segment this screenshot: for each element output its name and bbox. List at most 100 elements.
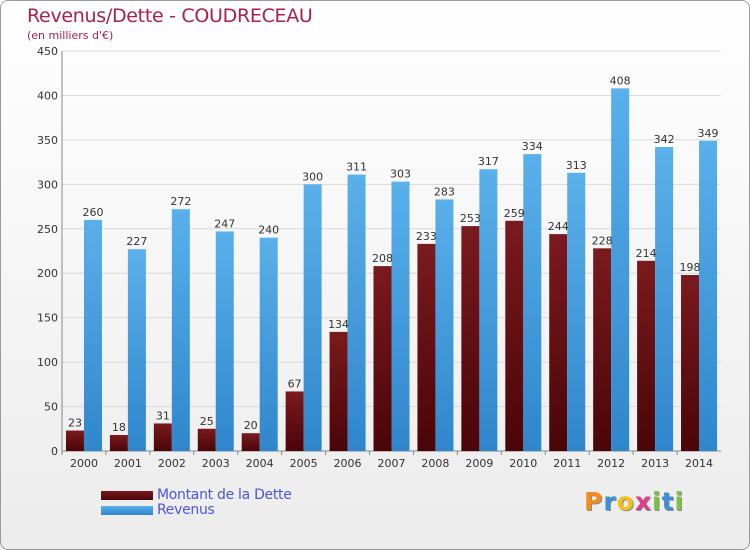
legend-item-dette: Montant de la Dette	[101, 487, 292, 503]
chart-subtitle: (en milliers d'€)	[27, 29, 114, 42]
data-label-dette: 214	[636, 247, 657, 260]
data-label-revenus: 342	[654, 133, 675, 146]
logo-letter: r	[603, 487, 617, 516]
x-tick-label: 2008	[421, 457, 449, 470]
legend-item-revenus: Revenus	[101, 502, 215, 518]
y-tick-label: 450	[37, 45, 58, 58]
data-label-dette: 228	[592, 234, 613, 247]
x-tick-label: 2007	[378, 457, 406, 470]
logo-letter: x	[634, 487, 652, 516]
data-label-dette: 244	[548, 220, 569, 233]
bar-revenus-2013	[655, 147, 674, 451]
legend-label-revenus: Revenus	[157, 502, 215, 518]
x-tick-label: 2011	[553, 457, 581, 470]
bar-dette-2012	[593, 248, 612, 451]
data-label-dette: 253	[460, 212, 481, 225]
chart-title: Revenus/Dette - COUDRECEAU	[27, 5, 313, 27]
bar-dette-2009	[461, 226, 480, 451]
y-tick-label: 0	[51, 445, 58, 458]
y-tick-label: 150	[37, 312, 58, 325]
data-label-revenus: 300	[302, 170, 323, 183]
bar-revenus-2007	[391, 181, 410, 451]
data-label-dette: 67	[288, 377, 302, 390]
bar-revenus-2003	[215, 231, 234, 451]
data-label-dette: 23	[68, 417, 82, 430]
x-tick-label: 2002	[158, 457, 186, 470]
bar-dette-2010	[505, 220, 524, 451]
bar-revenus-2008	[435, 199, 454, 451]
data-label-dette: 208	[372, 252, 393, 265]
bar-dette-2014	[681, 275, 700, 451]
bar-dette-2011	[549, 234, 568, 451]
logo-letter: o	[616, 487, 635, 516]
legend-swatch-revenus	[101, 505, 153, 515]
bar-dette-2003	[197, 428, 216, 451]
x-tick-label: 2012	[597, 457, 625, 470]
bar-revenus-2012	[611, 88, 630, 451]
y-tick-label: 50	[44, 401, 58, 414]
data-label-revenus: 311	[346, 161, 367, 174]
y-tick-label: 350	[37, 134, 58, 147]
data-label-dette: 20	[244, 419, 258, 432]
bar-dette-2007	[373, 266, 392, 451]
proxiti-logo: Proxiti	[584, 487, 684, 516]
data-label-revenus: 247	[214, 217, 235, 230]
data-label-revenus: 260	[82, 206, 103, 219]
y-tick-label: 250	[37, 223, 58, 236]
x-tick-label: 2009	[465, 457, 493, 470]
bar-dette-2005	[285, 391, 304, 451]
data-label-revenus: 227	[126, 235, 147, 248]
bar-revenus-2004	[259, 237, 278, 451]
bar-dette-2002	[153, 423, 172, 451]
bar-dette-2008	[417, 243, 436, 451]
logo-letter: i	[652, 487, 662, 516]
bar-revenus-2005	[303, 184, 322, 452]
data-label-revenus: 283	[434, 185, 455, 198]
x-axis: 2000 2001 2002 2003 2004 2005 2006 2007 2008 2009…	[61, 451, 713, 470]
bar-revenus-2009	[479, 169, 498, 451]
data-label-revenus: 303	[390, 168, 411, 181]
data-label-revenus: 272	[170, 195, 191, 208]
x-tick-label: 2005	[290, 457, 318, 470]
x-tick-label: 2014	[685, 457, 713, 470]
data-label-dette: 25	[200, 415, 214, 428]
y-tick-label: 200	[37, 267, 58, 280]
x-tick-label: 2013	[641, 457, 669, 470]
bar-dette-2006	[329, 331, 348, 451]
bar-revenus-2006	[347, 174, 366, 452]
legend-swatch-dette	[101, 490, 153, 500]
x-tick-label: 2000	[70, 457, 98, 470]
x-tick-label: 2004	[246, 457, 274, 470]
y-tick-label: 300	[37, 178, 58, 191]
y-tick-label: 100	[37, 356, 58, 369]
data-label-dette: 259	[504, 207, 525, 220]
bar-dette-2004	[241, 433, 260, 451]
bars-layer	[65, 88, 718, 452]
data-label-dette: 31	[156, 409, 170, 422]
bar-dette-2000	[65, 430, 84, 451]
data-label-revenus: 334	[522, 140, 543, 153]
data-label-revenus: 313	[566, 159, 587, 172]
bar-revenus-2001	[127, 249, 146, 451]
bar-revenus-2010	[523, 154, 542, 451]
logo-letter: P	[584, 487, 604, 516]
bar-revenus-2002	[171, 209, 190, 451]
data-labels-layer: 23 260 18 227 31 272 25 247 20 240 67 300 134 311 208 3…	[68, 74, 719, 434]
data-label-revenus: 240	[258, 224, 279, 237]
data-label-dette: 198	[680, 261, 701, 274]
bar-dette-2001	[109, 435, 128, 451]
data-label-dette: 18	[112, 421, 126, 434]
x-tick-label: 2003	[202, 457, 230, 470]
x-tick-label: 2001	[114, 457, 142, 470]
bar-dette-2013	[637, 260, 656, 451]
data-label-revenus: 408	[610, 74, 631, 87]
bar-revenus-2014	[699, 140, 718, 451]
data-label-dette: 134	[328, 318, 349, 331]
x-tick-label: 2010	[509, 457, 537, 470]
data-label-dette: 233	[416, 230, 437, 243]
data-label-revenus: 349	[698, 127, 719, 140]
logo-letter: i	[674, 487, 685, 516]
data-label-revenus: 317	[478, 155, 499, 168]
